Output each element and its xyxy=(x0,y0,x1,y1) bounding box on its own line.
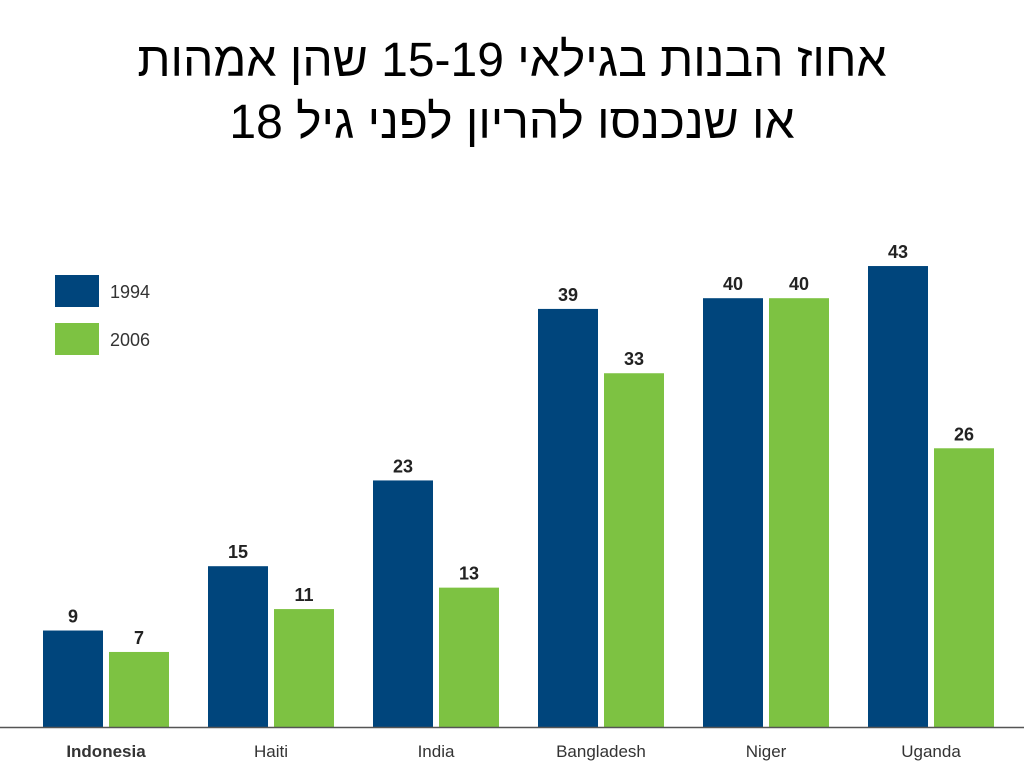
x-axis-tick-labels: Indonesia Haiti India Bangladesh Niger Uganda xyxy=(66,742,961,761)
bar-niger-2006 xyxy=(769,298,829,727)
bar-haiti-1994 xyxy=(208,566,268,727)
value-label-bangladesh-1994: 39 xyxy=(558,285,578,305)
slide-title-line-2: או שנכנסו להריון לפני גיל 18 xyxy=(229,96,795,149)
x-tick-label-niger: Niger xyxy=(746,742,787,761)
x-tick-label-indonesia: Indonesia xyxy=(66,742,146,761)
bar-niger-1994 xyxy=(703,298,763,727)
bar-uganda-1994 xyxy=(868,266,928,727)
slide-title-line-1: אחוז הבנות בגילאי 15-19 שהן אמהות xyxy=(137,34,887,87)
x-tick-label-haiti: Haiti xyxy=(254,742,288,761)
bar-haiti-2006 xyxy=(274,609,334,727)
value-label-indonesia-1994: 9 xyxy=(68,607,78,627)
value-label-uganda-1994: 43 xyxy=(888,242,908,262)
chart-value-labels: 9 7 15 11 23 13 39 33 40 40 43 26 xyxy=(68,242,974,648)
bar-india-2006 xyxy=(439,587,499,727)
value-label-india-2006: 13 xyxy=(459,564,479,584)
legend-swatch-1994 xyxy=(55,275,99,307)
bar-bangladesh-1994 xyxy=(538,308,598,727)
bar-indonesia-2006 xyxy=(109,651,169,727)
bar-uganda-2006 xyxy=(934,448,994,727)
value-label-niger-2006: 40 xyxy=(789,274,809,294)
value-label-haiti-1994: 15 xyxy=(228,542,248,562)
chart-legend: 1994 2006 xyxy=(55,275,150,355)
bar-bangladesh-2006 xyxy=(604,373,664,727)
slide-title: אחוז הבנות בגילאי 15-19 שהן אמהות או שנכ… xyxy=(0,30,1024,154)
x-tick-label-uganda: Uganda xyxy=(901,742,961,761)
legend-swatch-2006 xyxy=(55,323,99,355)
legend-label-2006: 2006 xyxy=(110,330,150,350)
x-tick-label-india: India xyxy=(418,742,455,761)
value-label-indonesia-2006: 7 xyxy=(134,628,144,648)
x-tick-label-bangladesh: Bangladesh xyxy=(556,742,646,761)
value-label-uganda-2006: 26 xyxy=(954,424,974,444)
value-label-bangladesh-2006: 33 xyxy=(624,349,644,369)
value-label-niger-1994: 40 xyxy=(723,274,743,294)
value-label-haiti-2006: 11 xyxy=(294,585,313,605)
bar-indonesia-1994 xyxy=(43,630,103,727)
legend-label-1994: 1994 xyxy=(110,282,150,302)
bar-india-1994 xyxy=(373,480,433,727)
value-label-india-1994: 23 xyxy=(393,456,413,476)
chart-bars xyxy=(43,266,994,727)
